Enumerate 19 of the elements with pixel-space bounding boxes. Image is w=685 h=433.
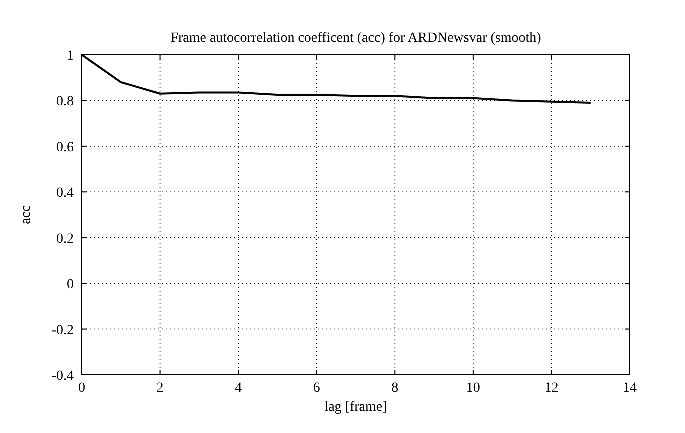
x-tick-label: 12 — [544, 381, 559, 396]
y-tick-label: 1 — [67, 49, 74, 64]
y-tick-label: 0.6 — [56, 140, 74, 156]
x-tick-label: 0 — [78, 381, 86, 396]
x-tick-label: 6 — [313, 381, 320, 396]
x-tick-label: 4 — [235, 381, 242, 396]
y-tick-label: -0.4 — [52, 369, 74, 384]
y-tick-label: 0 — [67, 278, 74, 293]
x-tick-label: 2 — [156, 381, 164, 396]
x-tick-label: 10 — [466, 381, 480, 396]
y-tick-label: -0.2 — [52, 323, 74, 338]
y-tick-label: 0.2 — [56, 232, 74, 247]
x-axis-title: lag [frame] — [324, 400, 388, 415]
x-tick-label: 14 — [623, 381, 637, 396]
chart-title: Frame autocorrelation coefficent (acc) for ARDNewsvar (smooth) — [170, 31, 542, 46]
y-tick-label: 0.8 — [56, 94, 74, 110]
y-tick-label: 0.4 — [56, 186, 74, 202]
x-tick-label: 8 — [392, 381, 399, 396]
y-axis-title: acc — [19, 206, 34, 224]
